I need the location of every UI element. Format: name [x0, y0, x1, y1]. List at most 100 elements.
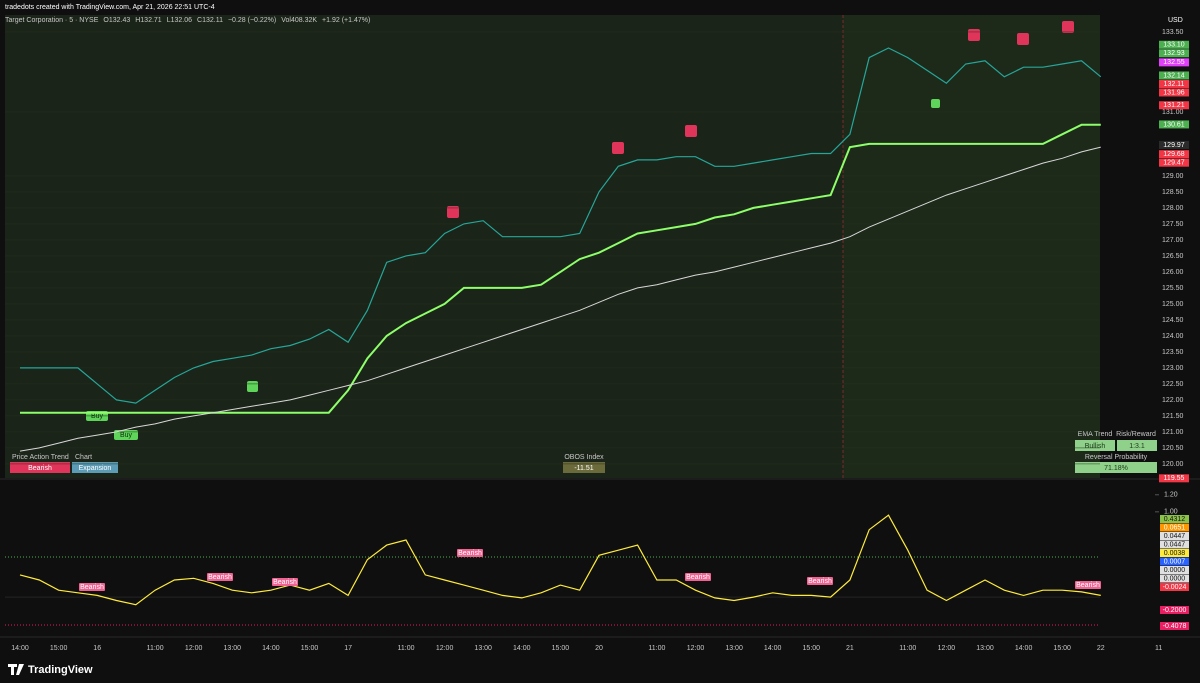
signal-marker [931, 99, 940, 108]
x-tick-label: 15:00 [1053, 645, 1071, 652]
price-badge [1159, 79, 1189, 88]
annotation: Bearish [808, 578, 832, 585]
table-header: Reversal Probability [1085, 454, 1148, 461]
oscillator-line [19, 514, 1101, 606]
value-badge-label: 0.4312 [1164, 516, 1186, 523]
y-tick-label: 1.00 [1164, 509, 1178, 516]
table-value: Bullish [1085, 443, 1106, 450]
legend-item: Target Corporation · 5 · NYSE [5, 17, 99, 24]
x-tick-label: 14:00 [764, 645, 782, 652]
y-tick-label: 127.00 [1162, 237, 1184, 244]
table-value: Bearish [28, 465, 52, 472]
y-tick-label: 125.00 [1162, 301, 1184, 308]
price-badge-label: 132.93 [1163, 50, 1185, 57]
legend-item: C132.11 [197, 17, 223, 24]
annotation-box [272, 578, 298, 586]
sell-marker [1062, 21, 1074, 33]
table-cell [10, 462, 70, 473]
value-badge [1160, 606, 1189, 614]
value-badge-label: 0.0447 [1164, 533, 1186, 540]
y-tick-label: 127.50 [1162, 221, 1184, 228]
price-badge [1159, 140, 1189, 149]
table-header: EMA Trend [1078, 431, 1113, 438]
y-tick-label: 124.50 [1162, 317, 1184, 324]
table-value: Expansion [79, 465, 112, 472]
annotation-box [457, 549, 483, 557]
annotation-box [685, 573, 711, 581]
y-tick-label: 125.50 [1162, 285, 1184, 292]
x-tick-label: 12:00 [185, 645, 203, 652]
x-tick-label: 14:00 [11, 645, 29, 652]
price-badge [1159, 71, 1189, 80]
x-tick-label: 11:00 [899, 645, 916, 652]
y-tick-label: 120.50 [1162, 445, 1184, 452]
value-badge-label: 0.0447 [1164, 541, 1186, 548]
y-tick-label: 133.50 [1162, 29, 1184, 36]
price-badge [1159, 88, 1189, 97]
x-tick-label: 11:00 [648, 645, 665, 652]
brand: TradingView [28, 664, 93, 676]
price-badge-label: 133.10 [1163, 42, 1185, 49]
table-header: Price Action Trend [12, 454, 69, 461]
y-tick-label: 120.00 [1162, 461, 1184, 468]
value-badge-label: -0.2000 [1163, 607, 1187, 614]
x-tick-label: 12:00 [687, 645, 705, 652]
value-badge [1160, 523, 1189, 532]
sell-markers [447, 21, 1074, 218]
x-tick-label: 15:00 [301, 645, 319, 652]
annotation: Bearish [1076, 582, 1100, 589]
price-badge-label: 131.21 [1163, 102, 1185, 109]
value-badge-label: -0.0024 [1163, 584, 1187, 591]
value-badge [1160, 540, 1189, 549]
x-tick-label: 15:00 [552, 645, 570, 652]
table-cell [72, 462, 118, 473]
table-cell [1075, 462, 1157, 473]
price-badge [1159, 474, 1189, 483]
credit: tradedots created with TradingView.com, … [5, 4, 215, 11]
x-tick-label: 14:00 [1015, 645, 1033, 652]
price-badge-label: 132.14 [1163, 72, 1185, 79]
table-cell [1075, 440, 1115, 451]
x-tick-label: 17 [344, 645, 352, 652]
session-shade [843, 15, 1100, 478]
x-tick-label: 15:00 [50, 645, 68, 652]
series-line [20, 47, 1102, 404]
price-badge-label: 131.96 [1163, 89, 1185, 96]
value-badge [1160, 566, 1189, 574]
legend-item: L132.06 [167, 17, 192, 24]
y-tick-label: 124.00 [1162, 333, 1184, 340]
y-tick-label: 128.00 [1162, 205, 1184, 212]
brand-logo [8, 664, 24, 675]
price-badge-label: 132.55 [1163, 59, 1185, 66]
currency: USD [1168, 17, 1183, 24]
y-tick-label: 121.00 [1162, 429, 1184, 436]
price-badge-label: 129.47 [1163, 160, 1185, 167]
x-tick-label: 14:00 [513, 645, 531, 652]
table-value: -11.51 [574, 465, 593, 472]
value-badge [1160, 622, 1189, 630]
x-tick-label: 13:00 [224, 645, 242, 652]
price-badge-label: 129.97 [1163, 142, 1185, 149]
sell-marker [447, 206, 459, 218]
annotation-box [807, 577, 833, 585]
y-tick-label: 1.20 [1164, 492, 1178, 499]
x-tick-label: 14:00 [262, 645, 280, 652]
price-badge [1159, 120, 1189, 129]
y-tick-label: 129.00 [1162, 173, 1184, 180]
annotation: Bearish [273, 579, 297, 586]
x-tick-label: 22 [1097, 645, 1105, 652]
x-tick-label: 12:00 [938, 645, 956, 652]
table-value: 1:3.1 [1129, 443, 1145, 450]
value-badge-label: 0.0000 [1164, 567, 1186, 574]
price-badge [1159, 58, 1189, 67]
x-tick-label: 13:00 [474, 645, 492, 652]
price-badge [1159, 101, 1189, 110]
price-badge-label: 132.11 [1164, 81, 1185, 88]
value-badge-label: -0.4078 [1163, 623, 1187, 630]
x-tick-label: 12:00 [436, 645, 454, 652]
x-tick-label: 16 [93, 645, 101, 652]
buy-signal [114, 430, 138, 440]
